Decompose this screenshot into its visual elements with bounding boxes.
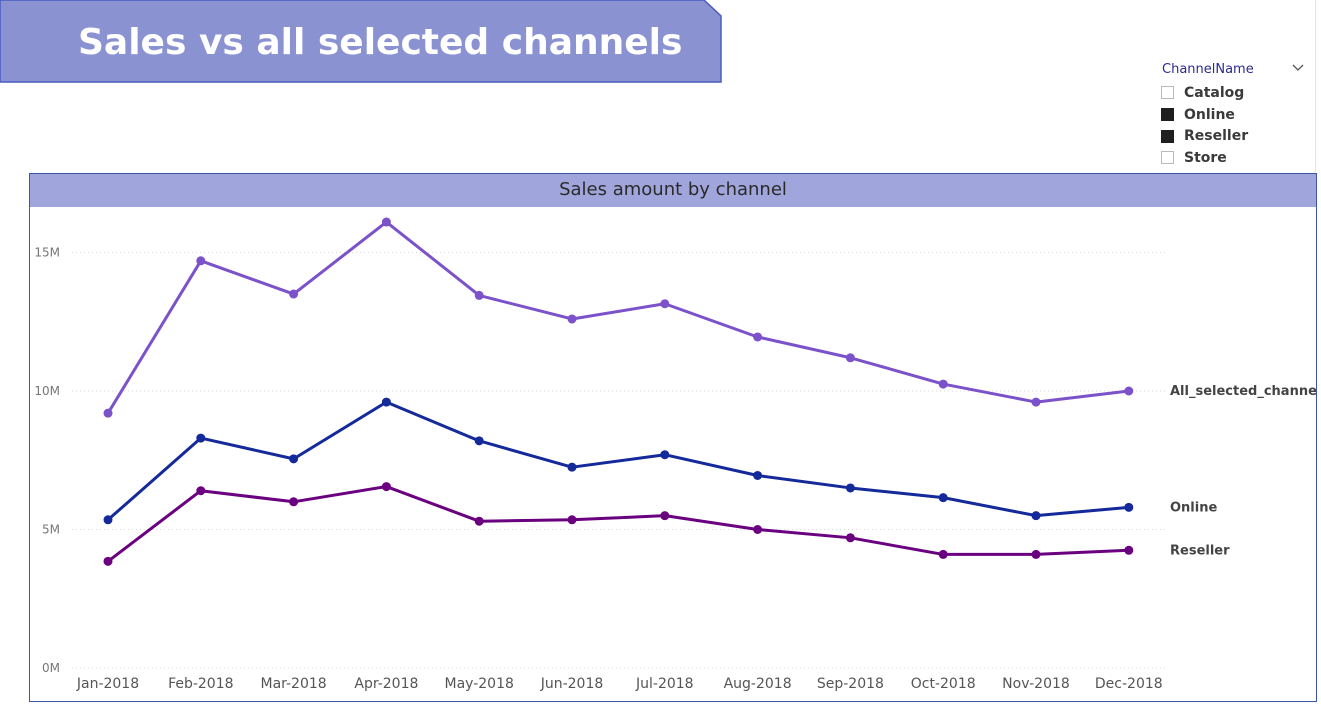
series-line-all_selected_channels <box>106 220 1129 414</box>
data-point <box>1124 545 1134 555</box>
data-point <box>753 470 763 480</box>
data-point <box>938 549 948 559</box>
data-point <box>381 397 391 407</box>
x-tick-label: Jun-2018 <box>540 676 604 692</box>
y-tick-label: 0M <box>42 661 60 675</box>
series-end-label: Online <box>1170 500 1217 515</box>
data-point <box>289 289 299 299</box>
data-point <box>1124 502 1134 512</box>
series-end-label: All_selected_channels <box>1170 384 1316 399</box>
slicer-header: ChannelName <box>1162 62 1254 77</box>
data-point <box>1031 511 1041 521</box>
data-point <box>660 299 670 309</box>
y-tick-label: 10M <box>34 384 60 398</box>
slicer-checkbox[interactable] <box>1161 108 1174 122</box>
data-point <box>845 533 855 543</box>
data-point <box>381 482 391 492</box>
data-point <box>938 379 948 389</box>
data-point <box>1031 397 1041 407</box>
line-chart-visual: Sales amount by channel 0M 5M 10M 15M Jan-20… <box>29 173 1317 702</box>
chart-plot: 0M 5M 10M 15M Jan-2018 Feb-2018 Mar-2018 Apr-20… <box>34 217 1316 692</box>
slicer-checkbox[interactable] <box>1161 86 1174 100</box>
data-point <box>474 516 484 526</box>
x-tick-label: Dec-2018 <box>1095 676 1163 692</box>
data-point <box>1124 386 1134 396</box>
x-tick-label: Apr-2018 <box>354 676 418 692</box>
x-tick-label: Oct-2018 <box>911 676 976 692</box>
data-point <box>567 314 577 324</box>
data-point <box>660 450 670 460</box>
x-tick-label: Nov-2018 <box>1002 676 1070 692</box>
data-point <box>381 217 391 227</box>
data-point <box>938 493 948 503</box>
series-end-label: Reseller <box>1170 543 1230 558</box>
slicer-list: Catalog Online Reseller Store <box>1161 82 1248 169</box>
data-point <box>567 515 577 525</box>
data-point <box>753 525 763 534</box>
data-point <box>196 256 206 266</box>
channel-slicer <box>1148 0 1316 172</box>
data-point <box>103 556 113 566</box>
data-point <box>845 483 855 493</box>
series-line-reseller <box>107 485 1129 563</box>
x-tick-label: Aug-2018 <box>724 676 792 692</box>
data-point <box>567 462 577 472</box>
chart-title: Sales amount by channel <box>559 179 787 200</box>
data-point <box>103 515 113 525</box>
slicer-checkbox[interactable] <box>1161 129 1174 143</box>
y-tick-label: 15M <box>34 246 60 260</box>
series-line-online <box>107 400 1129 521</box>
slicer-item-label: Store <box>1184 149 1227 166</box>
x-tick-label: Mar-2018 <box>260 676 326 692</box>
x-tick-label: Sep-2018 <box>817 676 884 692</box>
slicer-checkbox[interactable] <box>1161 151 1174 165</box>
x-tick-label: May-2018 <box>445 676 514 692</box>
data-point <box>103 408 113 418</box>
chevron-down-icon[interactable] <box>1291 60 1305 79</box>
data-point <box>1031 549 1041 559</box>
slicer-item-online[interactable]: Online <box>1161 104 1248 126</box>
x-tick-label: Jan-2018 <box>76 676 139 692</box>
data-point <box>289 497 299 507</box>
slicer-item-catalog[interactable]: Catalog <box>1161 82 1248 104</box>
x-tick-label: Jul-2018 <box>635 676 694 692</box>
data-point <box>474 436 484 446</box>
x-tick-label: Feb-2018 <box>168 676 233 692</box>
slicer-item-label: Catalog <box>1184 84 1245 101</box>
data-point <box>660 511 670 521</box>
chart-title-bar: Sales amount by channel <box>30 174 1316 207</box>
banner-shape <box>0 0 722 83</box>
y-tick-label: 5M <box>42 523 60 537</box>
slicer-item-store[interactable]: Store <box>1161 147 1248 169</box>
data-point <box>289 454 299 464</box>
banner-background <box>0 0 722 83</box>
slicer-item-label: Online <box>1184 106 1235 123</box>
slicer-item-label: Reseller <box>1184 128 1249 145</box>
page-title: Sales vs all selected channels <box>78 22 683 63</box>
data-point <box>474 290 484 300</box>
data-point <box>753 332 763 342</box>
data-point <box>196 486 206 496</box>
page-title-banner: Sales vs all selected channels <box>0 0 722 83</box>
data-point <box>845 353 855 363</box>
slicer-item-reseller[interactable]: Reseller <box>1161 125 1248 147</box>
data-point <box>196 433 206 443</box>
